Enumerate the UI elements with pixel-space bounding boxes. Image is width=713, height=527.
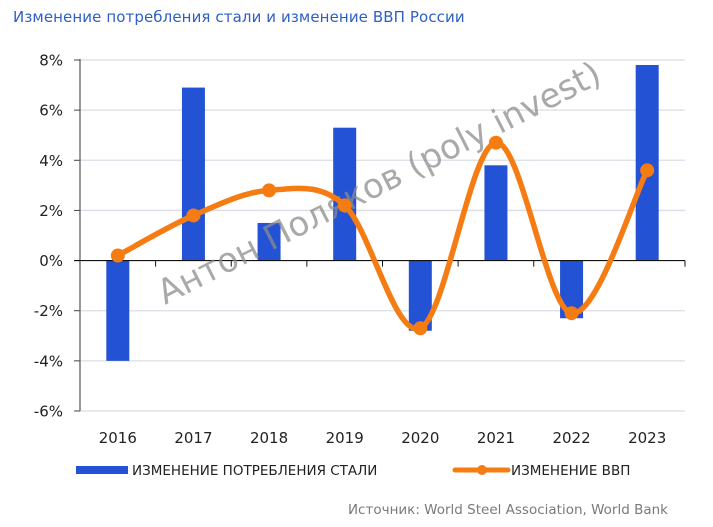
- x-tick-label: 2021: [477, 429, 515, 447]
- bar-2016: [106, 260, 130, 361]
- legend-gdp-marker-icon: [477, 465, 487, 475]
- x-tick-label: 2017: [174, 429, 212, 447]
- x-tick-label: 2023: [628, 429, 666, 447]
- gdp-marker-2016: [110, 248, 125, 263]
- gdp-marker-2017: [186, 208, 201, 223]
- y-tick-label: -6%: [34, 403, 63, 421]
- bar-2021: [484, 165, 508, 261]
- y-tick-label: 8%: [39, 52, 63, 70]
- x-axis-labels: 2016 2017 2018 2019 2020 2021 2022 2023: [99, 429, 667, 447]
- gdp-marker-2020: [413, 321, 428, 336]
- x-tick-label: 2018: [250, 429, 288, 447]
- bar-2018: [257, 222, 281, 261]
- chart-title: Изменение потребления стали и изменение …: [13, 8, 465, 26]
- legend: ИЗМЕНЕНИЕ ПОТРЕБЛЕНИЯ СТАЛИ ИЗМЕНЕНИЕ ВВ…: [76, 463, 630, 479]
- legend-gdp-label: ИЗМЕНЕНИЕ ВВП: [511, 463, 630, 479]
- bar-2017: [181, 87, 205, 261]
- gdp-line: [110, 135, 655, 336]
- y-tick-label: -2%: [34, 302, 63, 320]
- legend-steel-label: ИЗМЕНЕНИЕ ПОТРЕБЛЕНИЯ СТАЛИ: [132, 463, 377, 479]
- y-tick-label: 2%: [39, 202, 63, 220]
- source-note: Источник: World Steel Association, World…: [347, 502, 668, 518]
- bar-2022: [560, 260, 584, 319]
- y-axis: 8% 6% 4% 2% 0% -2% -4% -6%: [34, 52, 81, 421]
- bar-2019: [333, 127, 357, 261]
- y-tick-label: 6%: [39, 102, 63, 120]
- y-tick-label: 0%: [39, 252, 63, 270]
- y-tick-label: -4%: [34, 352, 63, 370]
- gdp-marker-2018: [262, 183, 277, 198]
- x-tick-label: 2019: [326, 429, 364, 447]
- bar-2023: [635, 65, 659, 261]
- gdp-marker-2022: [564, 306, 579, 321]
- gdp-marker-2019: [337, 198, 352, 213]
- x-tick-label: 2020: [401, 429, 439, 447]
- steel-bars: [106, 65, 659, 361]
- bar-2020: [408, 260, 432, 331]
- x-tick-label: 2022: [552, 429, 590, 447]
- gdp-marker-2021: [488, 135, 503, 150]
- gdp-marker-2023: [640, 163, 655, 178]
- x-tick-label: 2016: [99, 429, 137, 447]
- y-tick-label: 4%: [39, 152, 63, 170]
- legend-steel-swatch: [76, 466, 128, 474]
- gridlines: [80, 59, 685, 412]
